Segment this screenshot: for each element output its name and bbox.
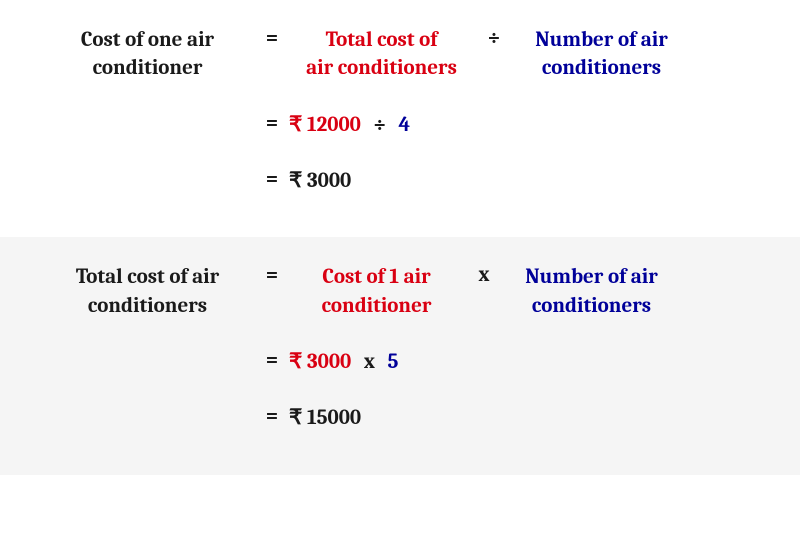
text: Total cost of air: [76, 265, 219, 289]
step2-substitution-row: = ₹ 3000 x 5: [40, 348, 760, 376]
step2-lhs: Total cost of air conditioners: [40, 263, 255, 320]
step1-lhs: Cost of one air conditioner: [40, 26, 255, 83]
step2-operand-a: Cost of 1 air conditioner: [289, 263, 464, 320]
step1-value-b: 4: [399, 111, 411, 139]
equals-sign: =: [255, 263, 289, 287]
step2-result: ₹ 15000: [289, 404, 361, 432]
step1-result: ₹ 3000: [289, 167, 351, 195]
text: conditioner: [322, 294, 432, 318]
text: air conditioners: [306, 56, 457, 80]
equals-sign: =: [255, 167, 289, 191]
step1-operand-b: Number of air conditioners: [514, 26, 689, 83]
text: Total cost of: [326, 28, 438, 52]
text: Number of air: [535, 28, 668, 52]
text: conditioners: [532, 294, 651, 318]
step2-value-a: ₹ 3000: [289, 348, 351, 376]
step1-sub-operator: ÷: [373, 111, 385, 139]
step1-operator: ÷: [474, 26, 514, 50]
step1-operand-a: Total cost of air conditioners: [289, 26, 474, 83]
step2-section: Total cost of air conditioners = Cost of…: [0, 237, 800, 474]
text: Number of air: [525, 265, 658, 289]
step2-formula-row: Total cost of air conditioners = Cost of…: [40, 263, 760, 320]
equals-sign: =: [255, 111, 289, 135]
step1-substitution-row: = ₹ 12000 ÷ 4: [40, 111, 760, 139]
text: conditioners: [542, 56, 661, 80]
step2-value-b: 5: [388, 348, 399, 376]
step2-result-row: = ₹ 15000: [40, 404, 760, 432]
step2-sub-operator: x: [364, 348, 375, 376]
text: Cost of one air: [81, 28, 214, 52]
step1-section: Cost of one air conditioner = Total cost…: [0, 0, 800, 237]
text: conditioner: [93, 56, 203, 80]
step2-substitution: ₹ 3000 x 5: [289, 348, 398, 376]
equals-sign: =: [255, 26, 289, 50]
step1-substitution: ₹ 12000 ÷ 4: [289, 111, 410, 139]
equals-sign: =: [255, 404, 289, 428]
step2-operator: x: [464, 263, 504, 287]
text: Cost of 1 air: [322, 265, 430, 289]
step2-operand-b: Number of air conditioners: [504, 263, 679, 320]
equals-sign: =: [255, 348, 289, 372]
text: conditioners: [88, 294, 207, 318]
step1-formula-row: Cost of one air conditioner = Total cost…: [40, 26, 760, 83]
step1-value-a: ₹ 12000: [289, 111, 361, 139]
step1-result-row: = ₹ 3000: [40, 167, 760, 195]
